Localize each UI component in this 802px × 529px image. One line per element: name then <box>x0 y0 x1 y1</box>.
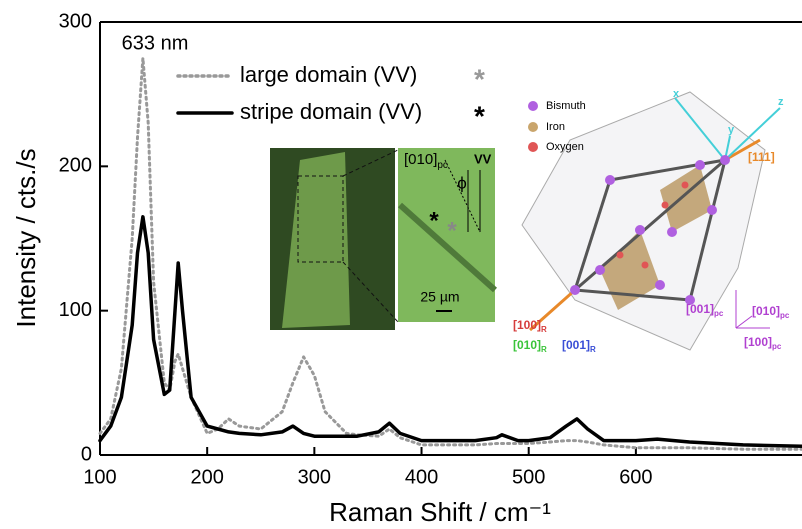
x-tick-label: 400 <box>405 466 438 488</box>
label-sub: R <box>541 345 547 354</box>
legend-label: large domain (VV) <box>240 62 417 87</box>
y-tick-label: 100 <box>59 299 92 321</box>
legend-symbol: * <box>474 100 485 131</box>
atom <box>635 225 645 235</box>
axis-arrow <box>529 288 576 332</box>
bond <box>688 159 727 301</box>
zoom-image <box>398 148 495 322</box>
cell-outline <box>521 91 766 351</box>
label-sub: R <box>541 325 547 334</box>
x-tick-label: 200 <box>190 466 223 488</box>
label-main: [001] <box>686 302 714 316</box>
direction-line <box>444 159 481 233</box>
series-line <box>98 215 802 449</box>
y-axis-label: Intensity / cts./s <box>11 148 41 327</box>
legend-swatch <box>528 142 538 152</box>
label-main: [100] <box>513 318 541 332</box>
y-tick-label: 300 <box>59 10 92 32</box>
domain-region <box>282 152 350 328</box>
large-mark: * <box>447 217 457 244</box>
stripe-mark: * <box>429 207 439 234</box>
label-sub: pc <box>772 342 782 351</box>
octahedron <box>600 230 660 310</box>
atom <box>707 205 717 215</box>
bond <box>574 288 691 302</box>
legend-swatch <box>528 101 538 111</box>
atom <box>667 227 677 237</box>
annotation: 633 nm <box>122 32 189 54</box>
axis-label: [111] <box>748 150 775 164</box>
zoom-box <box>297 175 344 263</box>
bond <box>573 179 612 291</box>
axis-label: x <box>673 88 680 100</box>
label-main: [010] <box>752 304 780 318</box>
axis-arrow <box>724 107 781 161</box>
legend-label: Bismuth <box>546 100 586 112</box>
atom <box>655 280 665 290</box>
direction-label: [010]pc <box>404 151 448 171</box>
x-tick-label: 100 <box>83 466 116 488</box>
polarization-label: VV <box>474 151 492 166</box>
stripe <box>397 202 498 293</box>
label-main: [001] <box>562 338 590 352</box>
axis-label: [001]pc <box>686 302 724 318</box>
legend-label: Oxygen <box>546 141 584 153</box>
label-sub: pc <box>437 160 448 171</box>
x-axis-label: Raman Shift / cm⁻¹ <box>329 497 551 527</box>
series-line <box>98 56 802 451</box>
y-tick-label: 200 <box>59 155 92 177</box>
axis-label: z <box>778 96 784 108</box>
atom <box>605 175 615 185</box>
atom <box>570 285 580 295</box>
legend-swatch <box>528 122 538 132</box>
atom <box>720 155 730 165</box>
x-tick-label: 600 <box>619 466 652 488</box>
angle-label: ϕ <box>457 173 467 192</box>
axis-label: y <box>728 124 735 136</box>
axis-arrow <box>724 138 761 162</box>
atom <box>595 265 605 275</box>
scale-label: 25 µm <box>420 289 459 305</box>
label-sub: R <box>590 345 596 354</box>
axis-label: [100]pc <box>744 335 782 351</box>
x-tick-label: 300 <box>298 466 331 488</box>
axis-label: [010]pc <box>752 304 790 320</box>
label-sub: pc <box>780 311 790 320</box>
crystal-inset: Bismuth Iron Oxygen x y z [111] [100]R [… <box>513 88 790 354</box>
zoom-line <box>342 149 399 177</box>
atom <box>616 251 624 259</box>
axis-label: [100]R <box>513 318 547 334</box>
atom <box>685 295 695 305</box>
micrograph-inset: [010]pc ϕ VV * * 25 µm <box>270 148 498 330</box>
legend-label: Iron <box>546 121 565 133</box>
atom <box>681 181 689 189</box>
axis-arrow <box>674 97 726 161</box>
atom <box>661 201 669 209</box>
pc-axis <box>735 315 753 329</box>
label-main: [010] <box>513 338 541 352</box>
legend-label: stripe domain (VV) <box>240 99 422 124</box>
x-tick-label: 500 <box>512 466 545 488</box>
axis-label: [001]R <box>562 338 596 354</box>
axis-label: [010]R <box>513 338 547 354</box>
atoms <box>570 155 730 305</box>
oxygen-atoms <box>616 181 689 269</box>
bond <box>609 158 726 182</box>
label-main: [010] <box>404 151 437 168</box>
label-main: [100] <box>744 335 772 349</box>
y-tick-label: 0 <box>81 443 92 465</box>
atom <box>641 261 649 269</box>
legend-symbol: * <box>474 63 485 94</box>
atom <box>695 160 705 170</box>
label-sub: pc <box>714 309 724 318</box>
